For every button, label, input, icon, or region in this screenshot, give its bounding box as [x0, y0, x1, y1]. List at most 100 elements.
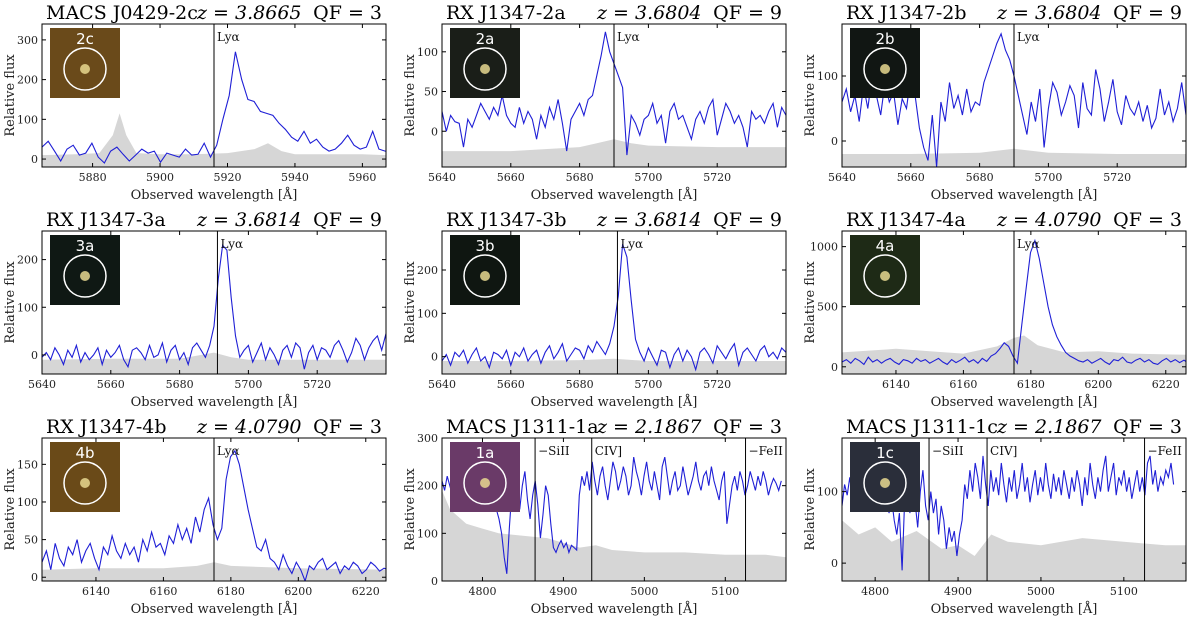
x-tick-label: 5000	[630, 585, 658, 598]
noise-area	[442, 490, 786, 581]
x-tick-label: 6180	[1017, 378, 1045, 391]
stamp-label: 4b	[75, 444, 94, 462]
x-tick-label: 5700	[634, 378, 662, 391]
spectrum-line	[42, 244, 386, 370]
x-tick-label: 5900	[146, 171, 174, 184]
galaxy-blob	[80, 64, 90, 74]
aperture-circle	[63, 461, 107, 505]
line-label: CIV]	[595, 444, 622, 458]
galaxy-blob	[80, 478, 90, 488]
galaxy-blob	[880, 271, 890, 281]
panel-rxj1347-3a: Lyα 5640 5660 5680 5700 5720 0 100 200 Observed w…	[3, 209, 387, 410]
x-tick-label: 6220	[352, 585, 380, 598]
line-label: Lyα	[617, 30, 640, 44]
aperture-circle	[863, 461, 907, 505]
y-tick-label: 100	[417, 527, 438, 540]
panel-title-name: RX J1347-4a	[846, 209, 966, 231]
plot-area	[42, 51, 386, 167]
panel-title-z: z = 3.6814	[196, 209, 302, 231]
x-tick-label: 5720	[1103, 171, 1131, 184]
line-label: Lyα	[1017, 237, 1040, 251]
panel-title-qf: QF = 9	[713, 2, 782, 24]
image-stamp: 2b	[850, 28, 920, 98]
x-tick-label: 5100	[1110, 585, 1138, 598]
panel-title-name: RX J1347-3b	[446, 209, 567, 231]
x-axis-label: Observed wavelength [Å]	[931, 187, 1098, 203]
y-tick-label: 0	[431, 575, 438, 588]
y-tick-label: 200	[417, 480, 438, 493]
axes-frame	[841, 437, 1187, 582]
y-axis-label: Relative flux	[3, 54, 18, 137]
panel-macs1311-1a: −SiII CIV] −FeII 4800 4900 5000 5100 0 100 200 300…	[403, 416, 787, 617]
image-stamp: 4b	[50, 442, 120, 512]
axes-frame	[441, 230, 787, 375]
stamp-label: 1a	[476, 444, 495, 462]
x-tick-label: 5680	[566, 171, 594, 184]
x-axis-label: Observed wavelength [Å]	[531, 601, 698, 617]
y-axis-label: Relative flux	[403, 54, 418, 137]
image-stamp: 3a	[50, 235, 120, 305]
x-axis-label: Observed wavelength [Å]	[531, 187, 698, 203]
x-tick-label: 4900	[549, 585, 577, 598]
y-axis-label: Relative flux	[403, 468, 418, 551]
aperture-circle	[63, 254, 107, 298]
panel-title-qf: QF = 3	[313, 416, 382, 438]
x-tick-label: 5700	[1034, 171, 1062, 184]
line-label: CIV]	[990, 444, 1017, 458]
aperture-circle	[463, 47, 507, 91]
panel-title-qf: QF = 9	[713, 209, 782, 231]
panel-title-z: z = 3.6804	[596, 2, 702, 24]
panel-title-z: z = 2.1867	[996, 416, 1102, 438]
stamp-label: 3b	[475, 237, 494, 255]
x-tick-label: 5720	[703, 378, 731, 391]
panel-rxj1347-4b: Lyα 6140 6160 6180 6200 6220 0 50 100 150 Observed…	[3, 416, 387, 617]
y-tick-label: 0	[831, 361, 838, 374]
axes-frame	[41, 230, 387, 375]
x-tick-label: 5720	[703, 171, 731, 184]
axes-frame	[841, 23, 1187, 168]
panel-title-name: RX J1347-3a	[46, 209, 166, 231]
x-tick-label: 5640	[428, 378, 456, 391]
panel-title-name: MACS J1311-1a	[446, 416, 599, 438]
galaxy-blob	[480, 64, 490, 74]
noise-area	[42, 113, 386, 167]
stamp-background	[450, 442, 520, 512]
panel-title-name: RX J1347-4b	[46, 416, 167, 438]
spectrum-line	[442, 243, 786, 372]
aperture-circle	[463, 461, 507, 505]
y-tick-label: 0	[831, 557, 838, 570]
line-label: Lyα	[220, 237, 243, 251]
x-tick-label: 6160	[149, 585, 177, 598]
y-tick-label: 100	[817, 70, 838, 83]
y-tick-label: 50	[24, 534, 38, 547]
x-tick-label: 5700	[634, 171, 662, 184]
plot-area	[42, 244, 386, 374]
stamp-label: 4a	[876, 237, 895, 255]
x-tick-label: 5680	[566, 378, 594, 391]
panel-rxj1347-3b: Lyα 5640 5660 5680 5700 5720 0 100 200 Observed w…	[403, 209, 787, 410]
x-tick-label: 5720	[303, 378, 331, 391]
panel-macs0429-2c: Lyα 5880 5900 5920 5940 5960 0 100 200 300 Observe…	[3, 2, 387, 203]
aperture-circle	[863, 47, 907, 91]
panel-rxj1347-4a: Lyα 6140 6160 6180 6200 6220 0 500 1000 Observed …	[803, 209, 1187, 410]
image-stamp: 4a	[850, 235, 920, 305]
aperture-circle	[863, 254, 907, 298]
axes-frame	[441, 437, 787, 582]
line-label: Lyα	[620, 237, 643, 251]
x-tick-label: 4800	[468, 585, 496, 598]
axes-frame	[441, 23, 787, 168]
line-label: Lyα	[1017, 30, 1040, 44]
panel-title-qf: QF = 9	[1113, 2, 1182, 24]
galaxy-blob	[80, 271, 90, 281]
panel-title-name: MACS J0429-2c	[46, 2, 198, 24]
y-axis-label: Relative flux	[803, 468, 818, 551]
y-axis-label: Relative flux	[3, 468, 18, 551]
x-tick-label: 6140	[82, 585, 110, 598]
y-tick-label: 500	[817, 301, 838, 314]
y-tick-label: 300	[417, 432, 438, 445]
panel-title-name: RX J1347-2b	[846, 2, 967, 24]
y-tick-label: 200	[17, 254, 38, 267]
y-axis-label: Relative flux	[803, 54, 818, 137]
x-axis-label: Observed wavelength [Å]	[131, 394, 298, 410]
